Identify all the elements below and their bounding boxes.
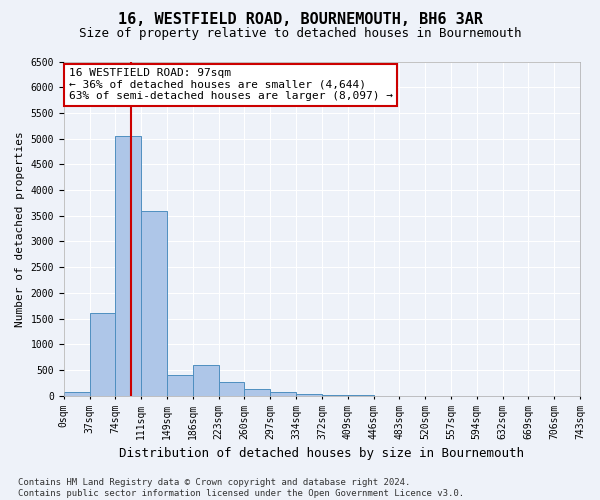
- Y-axis label: Number of detached properties: Number of detached properties: [15, 131, 25, 326]
- Bar: [270, 392, 296, 396]
- Text: Size of property relative to detached houses in Bournemouth: Size of property relative to detached ho…: [79, 28, 521, 40]
- Bar: [193, 365, 218, 396]
- X-axis label: Distribution of detached houses by size in Bournemouth: Distribution of detached houses by size …: [119, 447, 524, 460]
- Bar: [141, 210, 167, 396]
- Bar: [322, 394, 347, 396]
- Bar: [115, 136, 141, 396]
- Bar: [244, 389, 270, 396]
- Text: 16 WESTFIELD ROAD: 97sqm
← 36% of detached houses are smaller (4,644)
63% of sem: 16 WESTFIELD ROAD: 97sqm ← 36% of detach…: [69, 68, 393, 102]
- Bar: [296, 394, 322, 396]
- Bar: [89, 314, 115, 396]
- Text: 16, WESTFIELD ROAD, BOURNEMOUTH, BH6 3AR: 16, WESTFIELD ROAD, BOURNEMOUTH, BH6 3AR: [118, 12, 482, 28]
- Bar: [167, 375, 193, 396]
- Text: Contains HM Land Registry data © Crown copyright and database right 2024.
Contai: Contains HM Land Registry data © Crown c…: [18, 478, 464, 498]
- Bar: [218, 382, 244, 396]
- Bar: [64, 392, 89, 396]
